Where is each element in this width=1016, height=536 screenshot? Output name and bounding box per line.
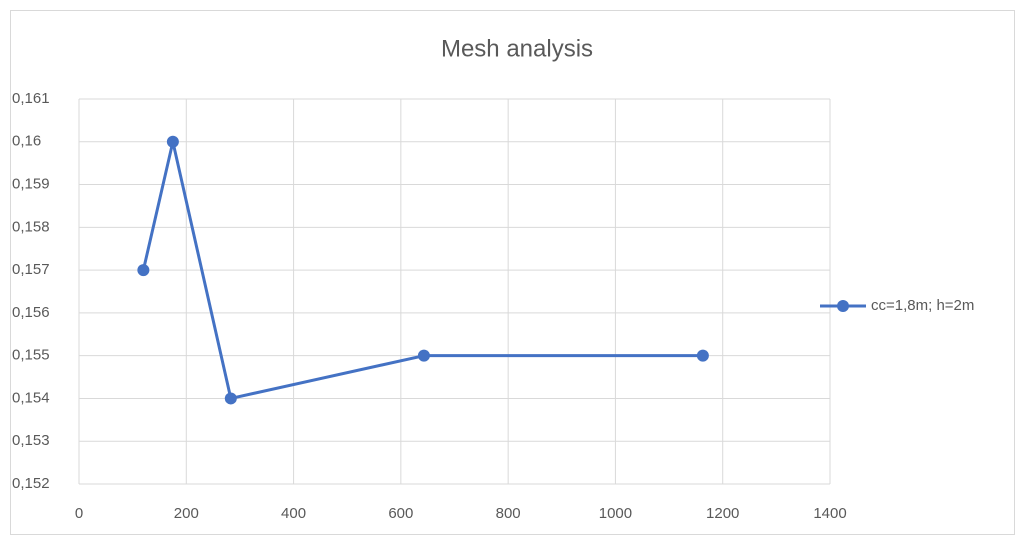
x-tick-label: 800: [496, 505, 521, 522]
point: [224, 392, 237, 405]
x-tick-label: 600: [388, 505, 413, 522]
y-tick-label: 0,157: [12, 261, 50, 278]
x-tick-label: 1400: [813, 505, 846, 522]
y-tick-label: 0,152: [12, 475, 50, 492]
y-tick-label: 0,161: [12, 90, 50, 107]
y-tick-label: 0,155: [12, 347, 50, 364]
point: [137, 264, 150, 277]
x-tick-label: 400: [281, 505, 306, 522]
y-tick-label: 0,16: [12, 133, 41, 150]
x-tick-label: 200: [174, 505, 199, 522]
x-tick-label: 0: [75, 505, 83, 522]
y-tick-label: 0,153: [12, 432, 50, 449]
x-tick-label: 1200: [706, 505, 739, 522]
legend-label: cc=1,8m; h=2m: [871, 297, 974, 314]
y-tick-label: 0,158: [12, 218, 50, 235]
chart-title: Mesh analysis: [441, 35, 593, 62]
y-tick-label: 0,159: [12, 176, 50, 193]
x-tick-label: 1000: [599, 505, 632, 522]
legend-marker: [837, 300, 849, 312]
point: [417, 349, 430, 362]
y-tick-label: 0,154: [12, 389, 50, 406]
y-tick-label: 0,156: [12, 304, 50, 321]
point: [166, 135, 179, 148]
chart-border: [10, 10, 1015, 535]
point: [696, 349, 709, 362]
